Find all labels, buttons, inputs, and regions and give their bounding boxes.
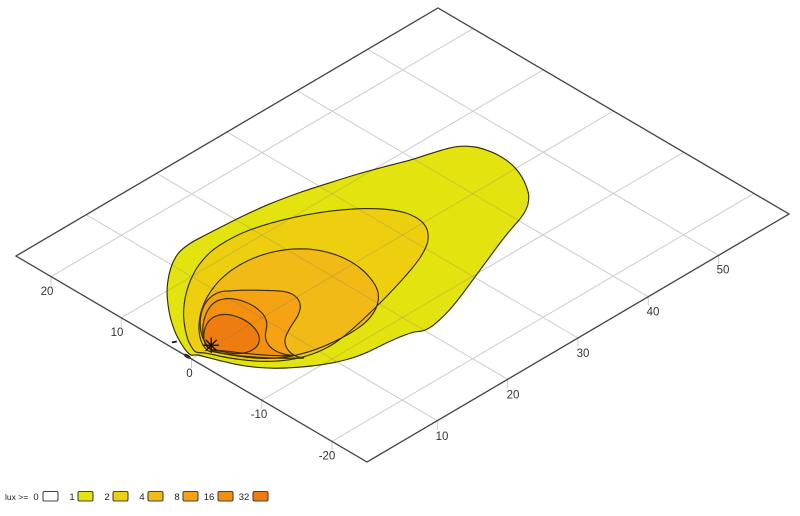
svg-text:4: 4 [139,492,144,503]
svg-text:2: 2 [104,492,109,503]
svg-text:1: 1 [69,492,74,503]
svg-text:40: 40 [647,307,660,319]
svg-text:20: 20 [41,286,54,298]
svg-text:30: 30 [577,348,590,360]
svg-text:8: 8 [174,492,179,503]
svg-text:0: 0 [33,492,38,503]
svg-text:10: 10 [436,431,449,443]
svg-text:0: 0 [186,368,192,380]
svg-text:16: 16 [204,492,215,503]
svg-text:10: 10 [111,327,124,339]
svg-text:32: 32 [239,492,250,503]
svg-text:-10: -10 [251,409,268,421]
svg-text:lux >=: lux >= [5,492,28,502]
svg-text:-20: -20 [319,451,336,463]
svg-text:50: 50 [717,265,730,277]
svg-text:20: 20 [507,390,520,402]
